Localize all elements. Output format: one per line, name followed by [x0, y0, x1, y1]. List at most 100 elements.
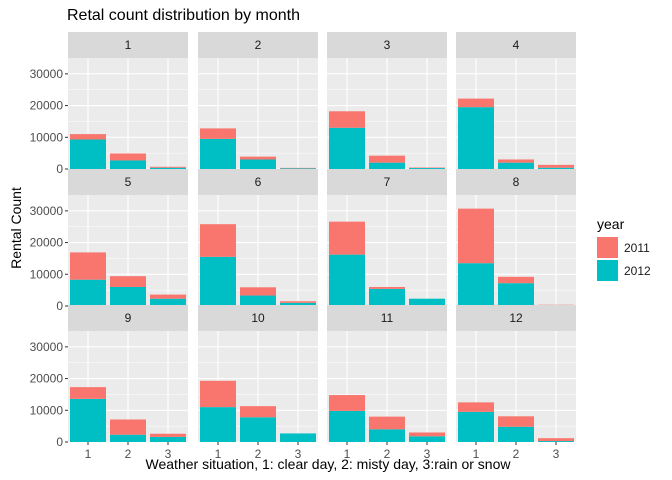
facet-strip-label: 3: [384, 38, 391, 52]
bar-2012: [369, 162, 405, 169]
bar-2012: [110, 286, 146, 306]
x-tick-label: 1: [85, 447, 92, 461]
bar-2012: [150, 436, 186, 442]
bar-2011: [240, 406, 276, 418]
bar-2012: [329, 254, 365, 306]
bar-2011: [200, 224, 236, 257]
bar-2011: [458, 98, 494, 108]
bar-2011: [329, 221, 365, 255]
bar-2012: [70, 279, 106, 306]
bar-2011: [538, 164, 574, 168]
bar-2012: [538, 441, 574, 442]
bar-2011: [329, 395, 365, 411]
facet-strip: [198, 169, 318, 195]
bar-2012: [110, 434, 146, 442]
bar-2012: [409, 298, 445, 306]
x-tick-label: 2: [125, 447, 132, 461]
facet-strip: [198, 32, 318, 58]
bar-2011: [200, 128, 236, 139]
facet-strip-label: 11: [381, 311, 394, 325]
legend: year 2011 2012: [597, 216, 651, 282]
legend-title: year: [597, 216, 625, 232]
legend-item-2011: 2011: [597, 236, 651, 259]
legend-item-2012: 2012: [597, 259, 651, 282]
facet-strip-label: 12: [509, 311, 523, 325]
bar-2012: [329, 410, 365, 442]
y-tick-label: 20000: [30, 372, 64, 386]
bar-2011: [498, 159, 534, 163]
x-axis-title: Weather situation, 1: clear day, 2: mist…: [145, 456, 511, 472]
x-tick-label: 3: [424, 447, 431, 461]
bar-2012: [409, 168, 445, 169]
bar-2011: [369, 155, 405, 163]
bar-2012: [458, 263, 494, 306]
legend-label-2011: 2011: [624, 240, 650, 255]
bar-2012: [240, 417, 276, 442]
x-tick-label: 1: [473, 447, 480, 461]
y-tick-label: 30000: [30, 340, 64, 354]
bar-2011: [369, 286, 405, 289]
bar-2012: [369, 429, 405, 442]
bar-2011: [498, 416, 534, 427]
y-tick-label: 10000: [30, 403, 64, 417]
y-tick-label: 10000: [30, 130, 64, 144]
x-tick-label: 2: [255, 447, 262, 461]
bar-2012: [458, 107, 494, 169]
facet-strip-label: 2: [255, 38, 262, 52]
legend-label-2012: 2012: [624, 263, 651, 278]
legend-key-2012: [597, 260, 618, 281]
facet-strip: [456, 305, 576, 331]
bar-2012: [498, 426, 534, 442]
bar-2011: [240, 156, 276, 160]
bar-2011: [369, 416, 405, 430]
bar-2011: [70, 252, 106, 280]
bar-2012: [240, 159, 276, 169]
facet-strip: [456, 169, 576, 195]
bar-2011: [458, 402, 494, 412]
bar-2012: [150, 167, 186, 169]
bar-2012: [280, 433, 316, 442]
bar-2011: [538, 438, 574, 442]
bar-2012: [409, 436, 445, 442]
bar-2011: [240, 287, 276, 296]
x-tick-label: 3: [295, 447, 302, 461]
bar-2011: [329, 111, 365, 128]
x-tick-label: 2: [384, 447, 391, 461]
bar-2011: [110, 153, 146, 161]
bar-2012: [369, 288, 405, 306]
facet-strip: [68, 305, 188, 331]
facet-strip: [327, 169, 447, 195]
facet-strip: [327, 32, 447, 58]
y-tick-label: 10000: [30, 267, 64, 281]
y-tick-label: 0: [56, 299, 63, 313]
bar-2012: [150, 298, 186, 306]
bar-2012: [280, 168, 316, 169]
facet-strip: [327, 305, 447, 331]
x-tick-label: 2: [513, 447, 520, 461]
bar-2011: [70, 387, 106, 399]
bar-2012: [458, 411, 494, 442]
bar-2012: [200, 256, 236, 306]
bar-2011: [70, 134, 106, 140]
bar-2012: [280, 302, 316, 306]
bar-2011: [150, 294, 186, 299]
y-tick-label: 20000: [30, 99, 64, 113]
x-tick-label: 1: [344, 447, 351, 461]
x-tick-label: 1: [215, 447, 222, 461]
facet-strip-label: 9: [125, 311, 132, 325]
x-tick-label: 3: [165, 447, 172, 461]
facet-strip-label: 8: [513, 175, 520, 189]
bar-2012: [538, 167, 574, 169]
y-tick-label: 30000: [30, 204, 64, 218]
bar-2011: [498, 276, 534, 284]
bar-2011: [150, 433, 186, 437]
facet-strip-label: 10: [251, 311, 265, 325]
bar-2012: [498, 283, 534, 306]
y-tick-label: 0: [56, 435, 63, 449]
facet-strip: [198, 305, 318, 331]
bar-2011: [110, 276, 146, 287]
bar-2011: [200, 380, 236, 408]
bar-2012: [70, 398, 106, 442]
facet-strip-label: 4: [513, 38, 520, 52]
